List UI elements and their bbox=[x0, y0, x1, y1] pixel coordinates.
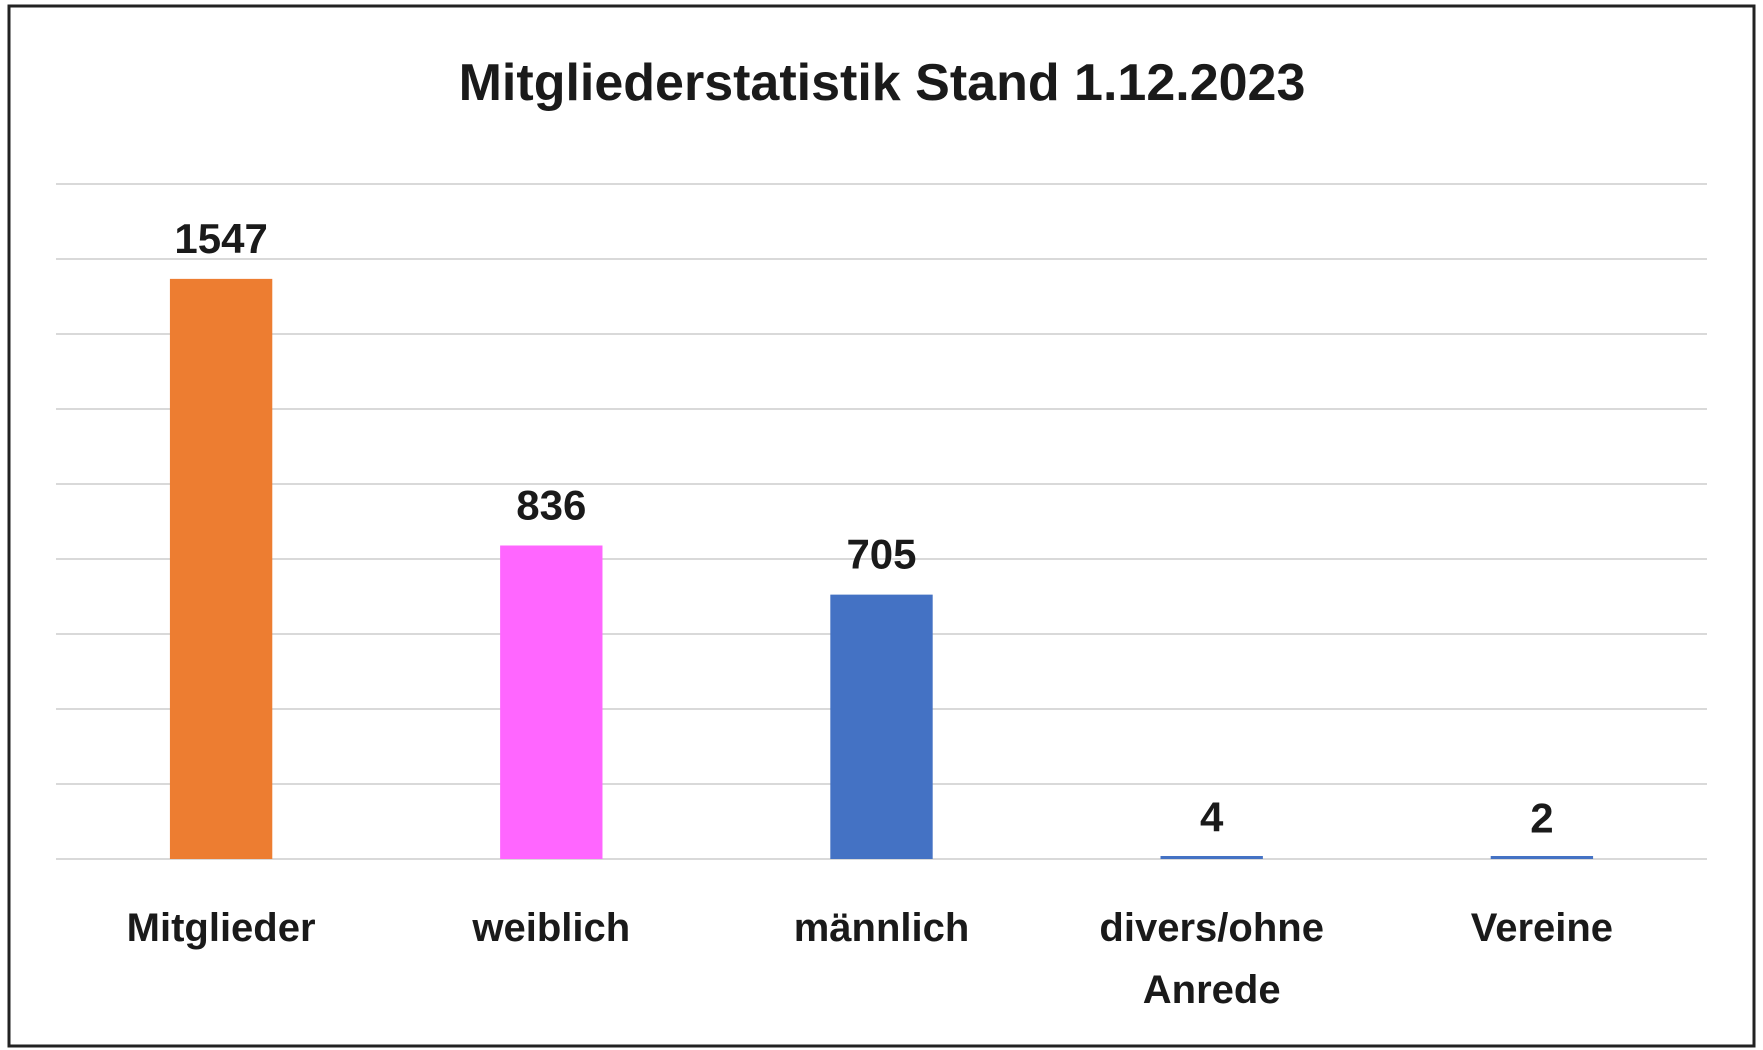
x-tick-label: Vereine bbox=[1470, 906, 1614, 950]
value-label: 1547 bbox=[174, 215, 267, 262]
bar bbox=[1490, 856, 1594, 859]
chart-title: Mitgliederstatistik Stand 1.12.2023 bbox=[459, 54, 1306, 112]
x-tick-label: männlich bbox=[793, 906, 970, 950]
value-label: 836 bbox=[516, 482, 586, 529]
x-tick-label: weiblich bbox=[472, 906, 631, 950]
bar bbox=[830, 594, 933, 859]
value-label: 2 bbox=[1530, 794, 1553, 841]
value-label: 705 bbox=[846, 531, 916, 578]
bar bbox=[169, 278, 273, 859]
value-label: 4 bbox=[1200, 794, 1224, 841]
bar bbox=[500, 545, 603, 859]
x-tick-label: divers/ohne Anrede bbox=[1099, 906, 1324, 1012]
chart-frame bbox=[7, 4, 1756, 1048]
bar bbox=[1160, 856, 1263, 859]
x-tick-label: Mitglieder bbox=[126, 906, 316, 950]
